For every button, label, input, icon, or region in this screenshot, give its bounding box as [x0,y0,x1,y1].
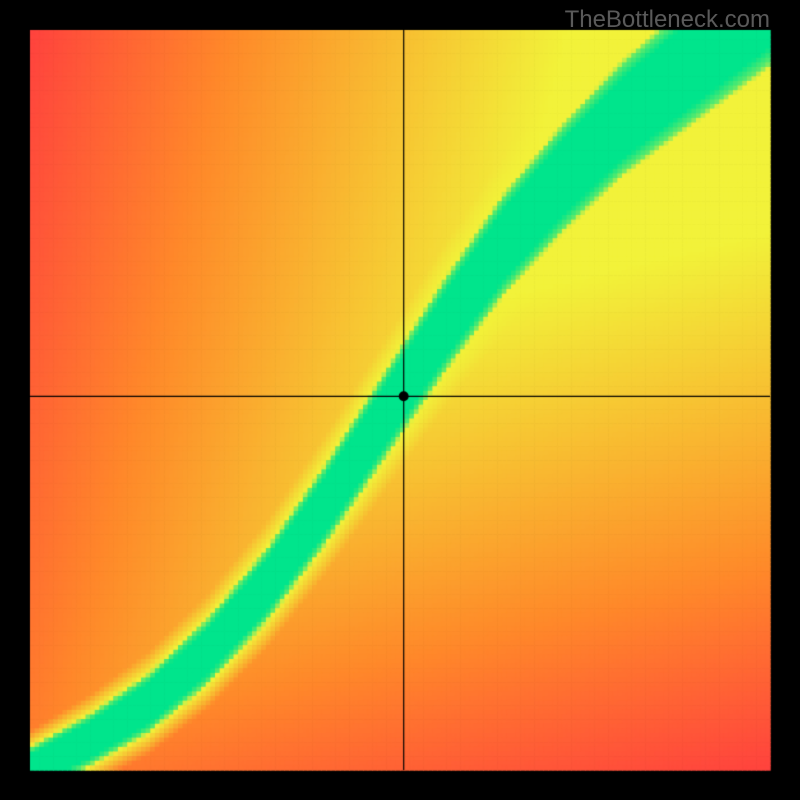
chart-container: TheBottleneck.com [0,0,800,800]
heatmap-canvas [0,0,800,800]
